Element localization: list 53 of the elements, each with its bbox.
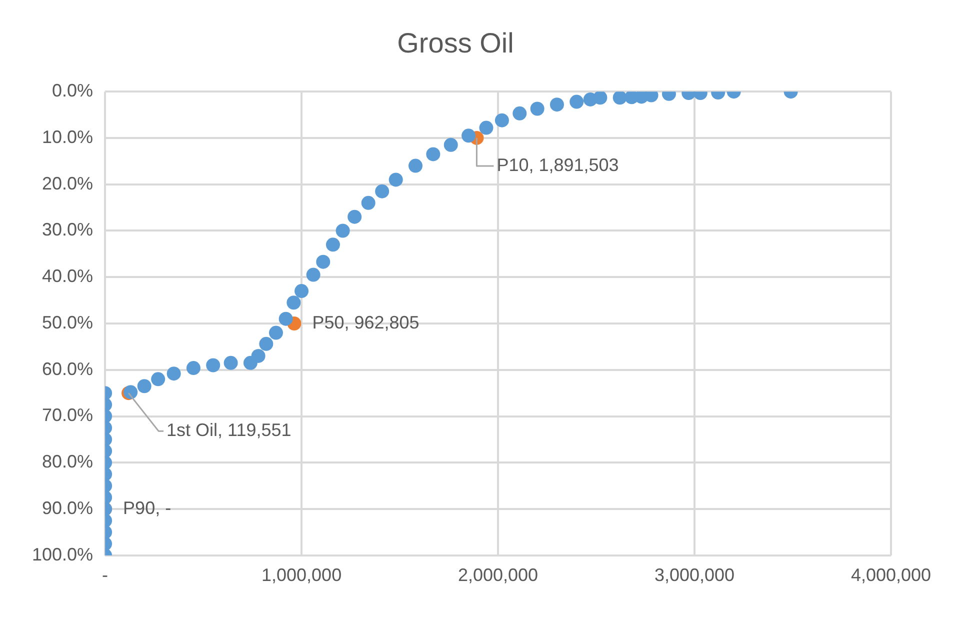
point [137,379,152,394]
x-tick-label: 4,000,000 [850,565,932,586]
y-tick-label: 20.0% [42,173,94,194]
y-tick-label: 70.0% [42,405,94,426]
point [166,366,181,381]
point [550,98,564,112]
data-label: P50, 962,805 [312,312,420,332]
x-tick-label: - [102,565,108,586]
point [388,172,403,187]
point [259,336,274,351]
point [306,268,320,282]
point [336,224,350,238]
y-tick-label: 50.0% [42,312,94,332]
x-tick-label: 2,000,000 [458,565,538,586]
y-tick-label: 80.0% [42,452,94,472]
y-tick-label: 60.0% [42,358,94,379]
y-tick-label: 10.0% [42,126,94,147]
point [479,120,494,135]
point [570,94,584,109]
point [462,128,476,143]
y-tick-label: 30.0% [42,220,94,240]
point [206,358,220,372]
point [251,348,266,363]
point [294,284,309,298]
y-tick-label: 90.0% [42,498,94,518]
point [494,113,509,128]
point [278,312,293,326]
point [316,254,330,269]
data-label: P10, 1,891,503 [496,154,619,175]
y-tick-label: 100.0% [32,544,94,564]
point [224,356,238,370]
point [186,361,200,376]
y-tick-label: 0.0% [52,80,94,101]
x-tick-label: 3,000,000 [654,565,735,586]
data-label: P90, - [123,498,172,518]
point [512,106,527,120]
point [530,102,544,116]
data-label: 1st Oil, 119,551 [166,420,292,440]
y-tick-label: 40.0% [42,266,94,286]
point [444,138,458,152]
point [361,196,376,210]
x-tick-label: 1,000,000 [262,565,342,586]
point [326,238,340,252]
point [426,147,440,162]
point [151,372,166,386]
point [612,92,627,105]
chart-title: Gross Oil [397,28,514,59]
point [375,184,390,198]
point [348,210,362,224]
point [408,158,422,173]
point [268,326,283,340]
point [286,296,301,310]
point [593,92,608,105]
